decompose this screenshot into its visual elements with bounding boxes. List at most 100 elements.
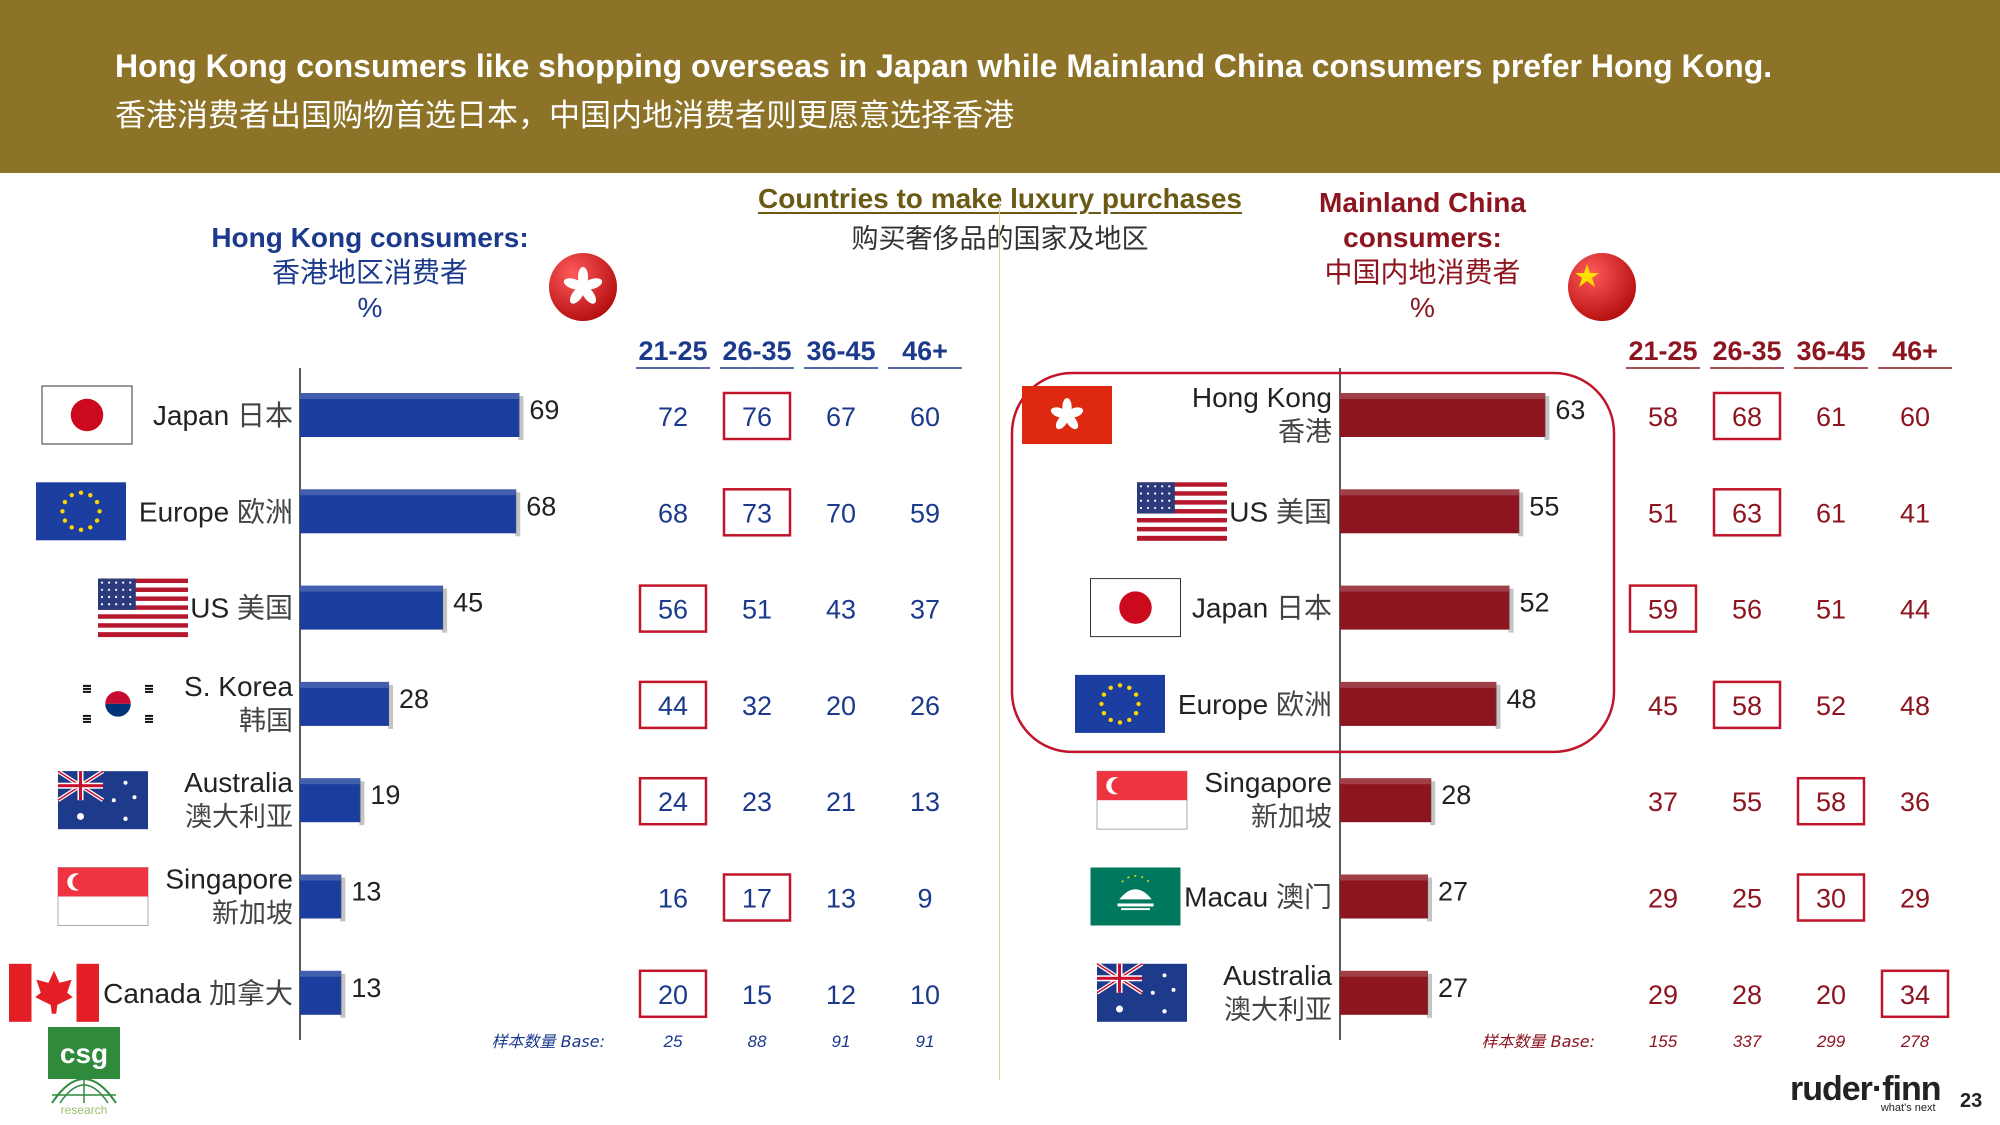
cn-eu-flag-icon-star <box>1136 701 1141 707</box>
hk-us-flag-icon-part <box>98 609 188 615</box>
hk-age-highlight-6 <box>638 969 708 1019</box>
hk-bar-shine <box>300 970 342 977</box>
cn-eu-flag-icon-star <box>1127 717 1132 723</box>
cn-age-highlight-1 <box>1712 488 1782 537</box>
hk-us-flag-icon-part <box>98 583 188 589</box>
cn-us-flag-icon-part <box>1137 535 1227 541</box>
hk-age-header-2: 36-45 <box>806 336 875 366</box>
hk-us-flag-icon-part <box>98 587 188 593</box>
cn-age-value-6-0: 29 <box>1648 980 1678 1010</box>
hk-eu-flag-icon-star <box>69 493 74 498</box>
hk-australia-flag-icon-star <box>132 795 137 800</box>
hk-bar-shadow <box>515 492 521 537</box>
cn-age-value-4-1: 55 <box>1732 787 1762 817</box>
cn-label-zh-6: 澳大利亚 <box>1224 995 1332 1026</box>
cn-base-label: 样本数量 Base: <box>1482 1032 1595 1051</box>
hk-singapore-flag-icon <box>57 867 149 926</box>
hk-australia-flag-icon-star <box>123 816 128 821</box>
cn-label-zh-0: 香港 <box>1278 417 1332 448</box>
hk-bar-shadow <box>518 396 524 440</box>
cn-age-highlight-0 <box>1712 391 1782 441</box>
chart-title-zh: 购买奢侈品的国家及地区 <box>851 224 1149 255</box>
cn-base-value-1: 337 <box>1733 1032 1762 1051</box>
hk-label-en-4: Australia <box>184 767 293 798</box>
hk-age-value-6-0: 20 <box>658 980 688 1010</box>
csg-logo-icon: csg research <box>48 1027 120 1117</box>
hk-singapore-flag-icon-moon-cut <box>72 873 89 891</box>
cn-age-value-5-2: 30 <box>1816 884 1846 914</box>
hk-bar-value-5: 13 <box>351 877 381 907</box>
cn-australia-flag-icon-star <box>1162 1009 1167 1014</box>
cn-bar-value-2: 52 <box>1520 588 1550 618</box>
cn-bar-shine <box>1340 681 1497 688</box>
hk-us-flag-icon-star <box>122 588 125 591</box>
cn-macau-flag-icon-stars <box>1121 875 1150 883</box>
cn-label-en-6: Australia <box>1223 960 1332 991</box>
cn-age-value-5-1: 25 <box>1732 884 1762 914</box>
cn-segment-title-zh: 中国内地消费者 <box>1324 256 1521 289</box>
csg-logo-text: csg <box>60 1038 108 1069</box>
cn-base-value-3: 278 <box>1900 1032 1930 1051</box>
cn-age-value-0-0: 58 <box>1648 402 1678 432</box>
hk-bar-shadow <box>359 781 365 826</box>
cn-segment-title-en2: consumers: <box>1343 222 1502 253</box>
cn-us-flag-icon-part <box>1137 509 1227 515</box>
cn-us-flag-icon-star <box>1161 492 1164 495</box>
hk-bar-1 <box>300 489 517 534</box>
cn-eu-flag-icon-star <box>1117 683 1123 688</box>
cn-age-value-4-0: 37 <box>1648 787 1678 817</box>
cn-us-flag-icon-star <box>1139 485 1143 488</box>
cn-age-header-0: 21-25 <box>1628 336 1697 366</box>
hk-eu-flag-icon <box>36 482 126 541</box>
hk-bar-shine <box>300 585 444 592</box>
cn-bar-shadow <box>1427 877 1433 922</box>
hk-us-flag-icon-star <box>107 581 111 584</box>
hk-label-zh-3: 韩国 <box>239 706 293 737</box>
hk-bar-6 <box>300 970 342 1015</box>
hk-label-zh-6: 加拿大 <box>209 978 293 1009</box>
hk-eu-flag-icon-star <box>78 490 84 495</box>
cn-bar-value-0: 63 <box>1555 395 1585 425</box>
cn-bar-shine <box>1340 778 1432 785</box>
cn-segment-unit: % <box>1410 292 1435 323</box>
cn-bar-value-1: 55 <box>1529 491 1559 521</box>
hk-us-flag-icon-part <box>98 632 188 638</box>
cn-eu-flag-icon-star <box>1101 692 1107 697</box>
cn-us-flag-icon-star <box>1146 506 1150 510</box>
cn-australia-flag-icon-star <box>1162 973 1167 978</box>
cn-us-flag-icon-star <box>1161 506 1164 510</box>
cn-bar-shine <box>1340 970 1429 977</box>
cn-us-flag-icon-star <box>1154 492 1157 495</box>
hk-south-korea-flag-icon-part <box>145 684 153 687</box>
hk-bar-shadow <box>340 973 346 1018</box>
hk-us-flag-icon-part <box>98 627 188 633</box>
hk-eu-flag-icon-star <box>62 499 68 505</box>
cn-australia-flag-icon-part <box>1097 976 1142 980</box>
cn-bar-value-3: 48 <box>1506 684 1536 714</box>
cn-age-value-1-2: 61 <box>1816 498 1846 528</box>
hk-canada-flag-icon-leaf <box>35 970 73 1014</box>
hk-age-value-1-0: 68 <box>658 498 688 528</box>
cn-bar-shadow <box>1430 781 1436 826</box>
panel-divider <box>999 200 1000 1080</box>
cn-us-flag-icon-star <box>1168 506 1171 510</box>
cn-eu-flag-icon <box>1075 674 1165 733</box>
hk-label-en-0: Japan <box>153 400 237 431</box>
hk-age-value-0-2: 67 <box>826 402 856 432</box>
hk-age-value-3-2: 20 <box>826 691 856 721</box>
hk-label-6: Canada 加拿大 <box>103 978 293 1009</box>
hk-age-value-3-0: 44 <box>658 691 688 721</box>
hk-eu-flag-icon-star <box>60 509 65 514</box>
hk-label-zh-2: 美国 <box>237 593 293 624</box>
hk-south-korea-flag-icon-part <box>83 690 91 693</box>
hk-us-flag-icon-star <box>115 581 118 584</box>
cn-bar-4 <box>1340 778 1432 823</box>
hk-us-flag-icon-star <box>107 603 111 606</box>
hk-label-zh-5: 新加坡 <box>212 899 293 930</box>
hk-south-korea-flag-icon-part <box>83 684 91 687</box>
hk-age-highlight-5 <box>722 873 792 922</box>
cn-bar-shine <box>1340 393 1546 399</box>
hk-us-flag-icon-star <box>129 603 132 606</box>
cn-us-flag-icon <box>1137 482 1227 541</box>
hk-age-highlight-1 <box>722 488 792 537</box>
